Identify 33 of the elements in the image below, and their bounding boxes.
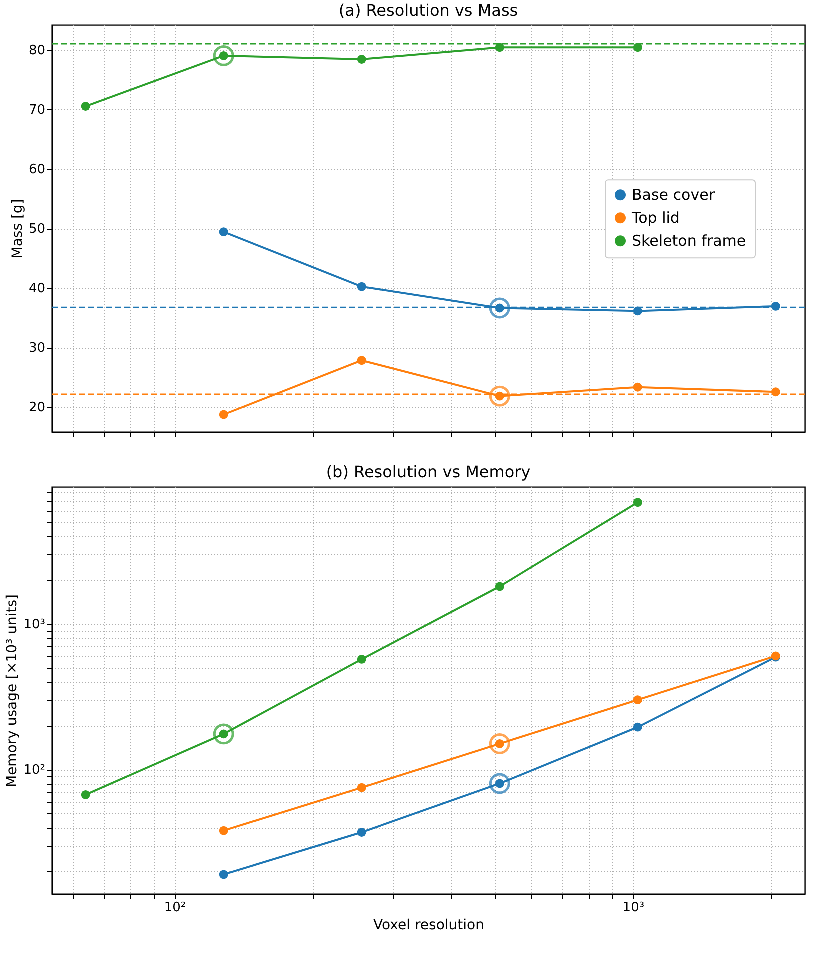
chart-title: (a) Resolution vs Mass — [338, 1, 518, 20]
point — [357, 783, 366, 792]
y-tick-label: 30 — [28, 341, 46, 356]
point — [219, 228, 228, 237]
y-tick-label: 50 — [28, 222, 46, 237]
point — [219, 410, 228, 420]
y-tick-label: 20 — [28, 400, 46, 416]
legend-label: Skeleton frame — [632, 232, 746, 250]
point — [771, 302, 780, 311]
y-tick-label: 70 — [28, 102, 46, 118]
legend-label: Top lid — [631, 209, 680, 228]
y-tick-label: 40 — [28, 282, 46, 297]
y-axis-title: Mass [g] — [10, 199, 26, 259]
point — [357, 828, 366, 837]
point — [213, 724, 234, 745]
point — [633, 696, 642, 705]
y-tick-label: 10² — [24, 763, 46, 778]
point — [357, 282, 366, 292]
chart-title: (b) Resolution vs Memory — [326, 462, 531, 482]
point — [219, 870, 228, 880]
point — [633, 306, 642, 316]
point — [357, 356, 366, 366]
x-axis-title: Voxel resolution — [374, 918, 484, 934]
y-axis-title: Memory usage [×10³ units] — [4, 594, 21, 788]
y-tick-label: 10³ — [24, 617, 46, 632]
y-tick-label: 80 — [28, 43, 46, 58]
point — [633, 382, 642, 392]
point — [219, 826, 228, 836]
point — [771, 388, 780, 397]
y-tick-label: 60 — [28, 162, 46, 178]
legend-label: Base cover — [632, 186, 716, 204]
point — [213, 45, 234, 66]
point — [633, 722, 642, 732]
